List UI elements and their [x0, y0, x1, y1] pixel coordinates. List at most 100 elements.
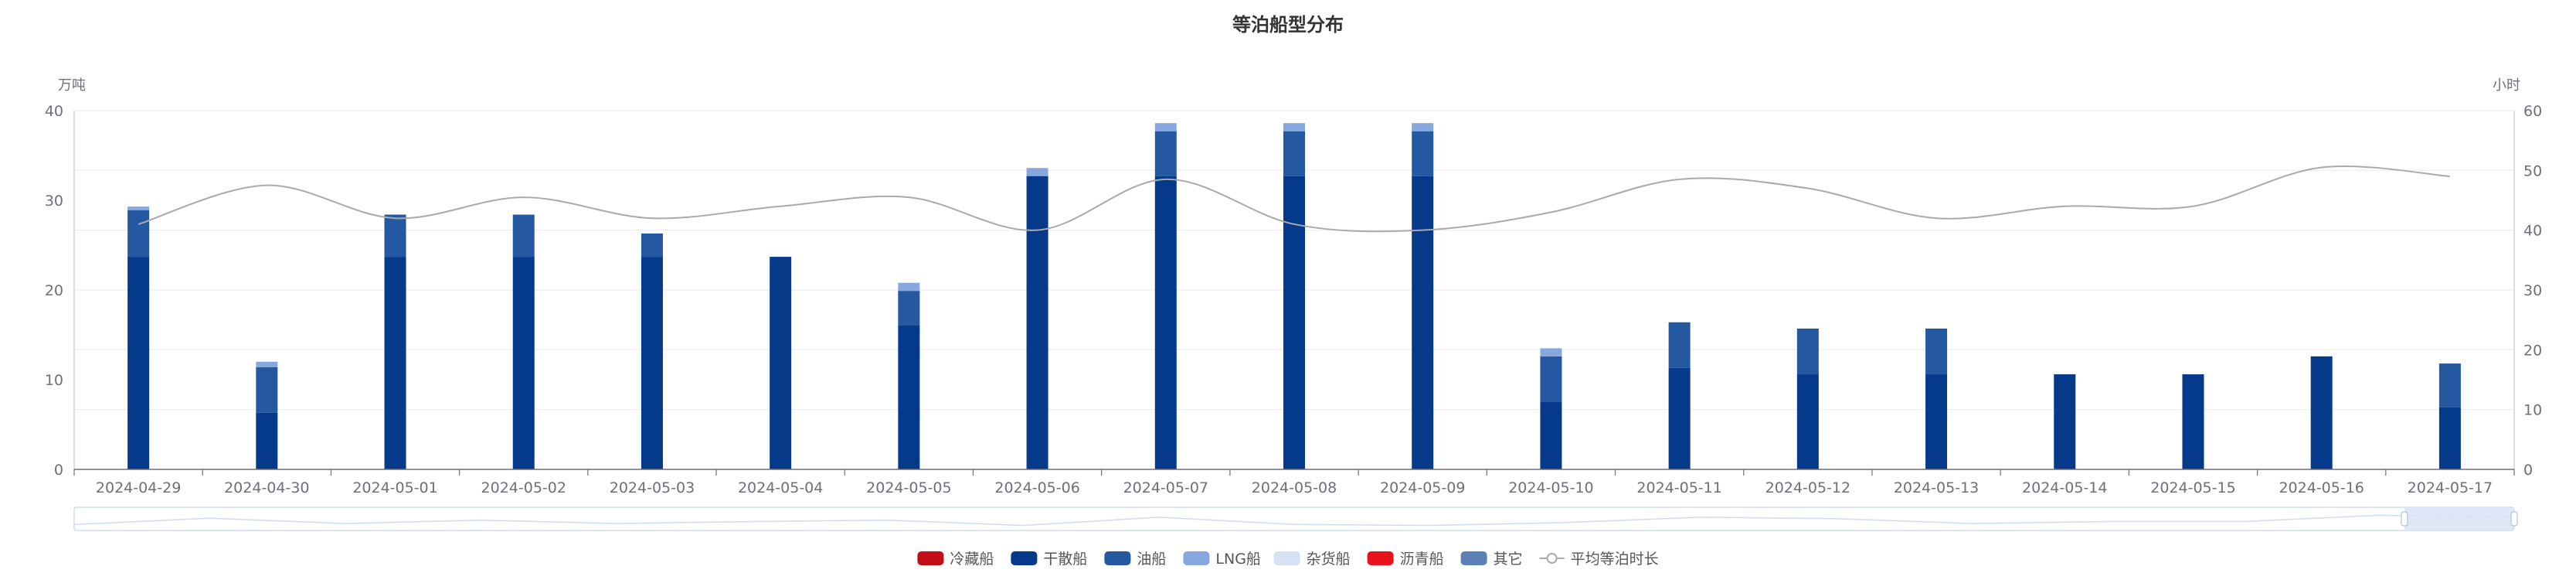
bar[interactable] [1026, 168, 1048, 176]
bar[interactable] [127, 257, 150, 469]
data-zoom-slider[interactable] [73, 506, 2518, 531]
bar[interactable] [127, 206, 150, 210]
x-tick-label: 2024-05-04 [738, 479, 823, 496]
legend-label[interactable]: 干散船 [1043, 551, 1087, 568]
bar-series-group [127, 123, 2461, 469]
zoom-window[interactable] [2404, 507, 2514, 530]
legend-label[interactable]: 油船 [1137, 551, 1166, 568]
x-tick-label: 2024-04-30 [224, 479, 309, 496]
bar[interactable] [2438, 407, 2461, 469]
bar[interactable] [256, 367, 278, 413]
legend-label[interactable]: 沥青船 [1400, 551, 1444, 568]
y-right-tick-label: 10 [2523, 402, 2542, 419]
line-series-group [138, 165, 2450, 233]
bar[interactable] [127, 210, 150, 258]
legend-circle-icon[interactable] [1546, 553, 1558, 564]
bar[interactable] [256, 412, 278, 469]
bar[interactable] [1540, 356, 1562, 402]
bar[interactable] [1668, 322, 1691, 368]
y-right-tick-label: 50 [2523, 162, 2542, 179]
bar[interactable] [1412, 131, 1434, 176]
x-tick-label: 2024-05-12 [1765, 479, 1850, 496]
y-right-tick-label: 60 [2523, 103, 2542, 120]
bar[interactable] [2438, 363, 2461, 408]
x-tick-label: 2024-05-06 [994, 479, 1079, 496]
y-right-unit-label: 小时 [2493, 77, 2520, 94]
bar[interactable] [2054, 374, 2076, 469]
axes: 0 10 20 30 40 0 10 20 30 40 50 60 2024-04-29 2024-04-… [45, 103, 2542, 496]
legend-swatch[interactable] [917, 551, 944, 565]
bar[interactable] [1026, 176, 1048, 469]
x-tick-label: 2024-05-17 [2408, 479, 2493, 496]
bar[interactable] [1796, 328, 1819, 375]
x-tick-label: 2024-05-13 [1894, 479, 1979, 496]
x-tick-label: 2024-05-09 [1380, 479, 1465, 496]
x-tick-label: 2024-05-14 [2022, 479, 2107, 496]
y-left-unit-label: 万吨 [58, 77, 86, 94]
bar[interactable] [2182, 374, 2204, 469]
bar[interactable] [256, 361, 278, 367]
bar[interactable] [1540, 402, 1562, 469]
bar[interactable] [898, 282, 920, 292]
legend-label[interactable]: 其它 [1494, 551, 1523, 568]
bar[interactable] [1154, 131, 1177, 176]
legend-swatch[interactable] [1273, 551, 1300, 565]
legend: 冷藏船 干散船 油船 LNG船 杂货船 沥青船 其它 平均等泊时长 [917, 551, 1659, 568]
legend-label[interactable]: LNG船 [1215, 551, 1261, 568]
y-left-tick-label: 10 [45, 372, 63, 389]
y-right-tick-label: 30 [2523, 282, 2542, 299]
legend-swatch[interactable] [1183, 551, 1210, 565]
y-left-tick-label: 0 [54, 462, 63, 479]
bar[interactable] [898, 291, 920, 326]
y-left-tick-label: 30 [45, 193, 63, 210]
y-right-tick-label: 20 [2523, 342, 2542, 359]
x-tick-label: 2024-05-08 [1252, 479, 1337, 496]
x-tick-label: 2024-05-05 [866, 479, 951, 496]
bar[interactable] [1925, 328, 1948, 375]
x-tick-label: 2024-05-15 [2150, 479, 2235, 496]
bar[interactable] [384, 214, 406, 258]
bar[interactable] [1668, 367, 1691, 469]
bar[interactable] [512, 214, 535, 258]
bar[interactable] [512, 257, 535, 469]
bar[interactable] [1796, 374, 1819, 469]
bar[interactable] [384, 257, 406, 469]
bar[interactable] [1412, 123, 1434, 131]
x-tick-label: 2024-05-11 [1636, 479, 1721, 496]
zoom-track[interactable] [73, 506, 2515, 531]
legend-swatch[interactable] [1104, 551, 1131, 565]
bar[interactable] [1540, 348, 1562, 356]
zoom-preview-line [73, 514, 2515, 527]
bar[interactable] [898, 325, 920, 469]
bar[interactable] [641, 233, 663, 258]
x-tick-label: 2024-05-07 [1123, 479, 1208, 496]
bar[interactable] [1283, 176, 1305, 469]
bar[interactable] [1412, 176, 1434, 469]
bar[interactable] [641, 257, 663, 469]
bar[interactable] [1283, 131, 1305, 176]
zoom-handle-left[interactable] [2401, 511, 2408, 527]
x-tick-label: 2024-05-02 [481, 479, 566, 496]
legend-swatch[interactable] [1367, 551, 1394, 565]
legend-swatch[interactable] [1460, 551, 1487, 565]
legend-label[interactable]: 冷藏船 [950, 551, 994, 568]
bar[interactable] [1154, 176, 1177, 469]
chart-title: 等泊船型分布 [1232, 14, 1344, 36]
x-tick-label: 2024-05-10 [1508, 479, 1593, 496]
bar[interactable] [770, 257, 792, 469]
y-right-tick-label: 0 [2523, 462, 2533, 479]
legend-swatch[interactable] [1011, 551, 1038, 565]
bar[interactable] [1154, 123, 1177, 131]
bar[interactable] [2310, 356, 2333, 469]
y-left-tick-label: 40 [45, 103, 63, 120]
zoom-handle-right[interactable] [2510, 511, 2518, 527]
x-tick-label: 2024-05-01 [352, 479, 437, 496]
bar[interactable] [1283, 123, 1305, 131]
legend-label[interactable]: 平均等泊时长 [1571, 551, 1659, 568]
x-tick-label: 2024-04-29 [96, 479, 181, 496]
bar[interactable] [1925, 374, 1948, 469]
legend-label[interactable]: 杂货船 [1307, 551, 1351, 568]
avg-wait-line[interactable] [138, 165, 2450, 233]
